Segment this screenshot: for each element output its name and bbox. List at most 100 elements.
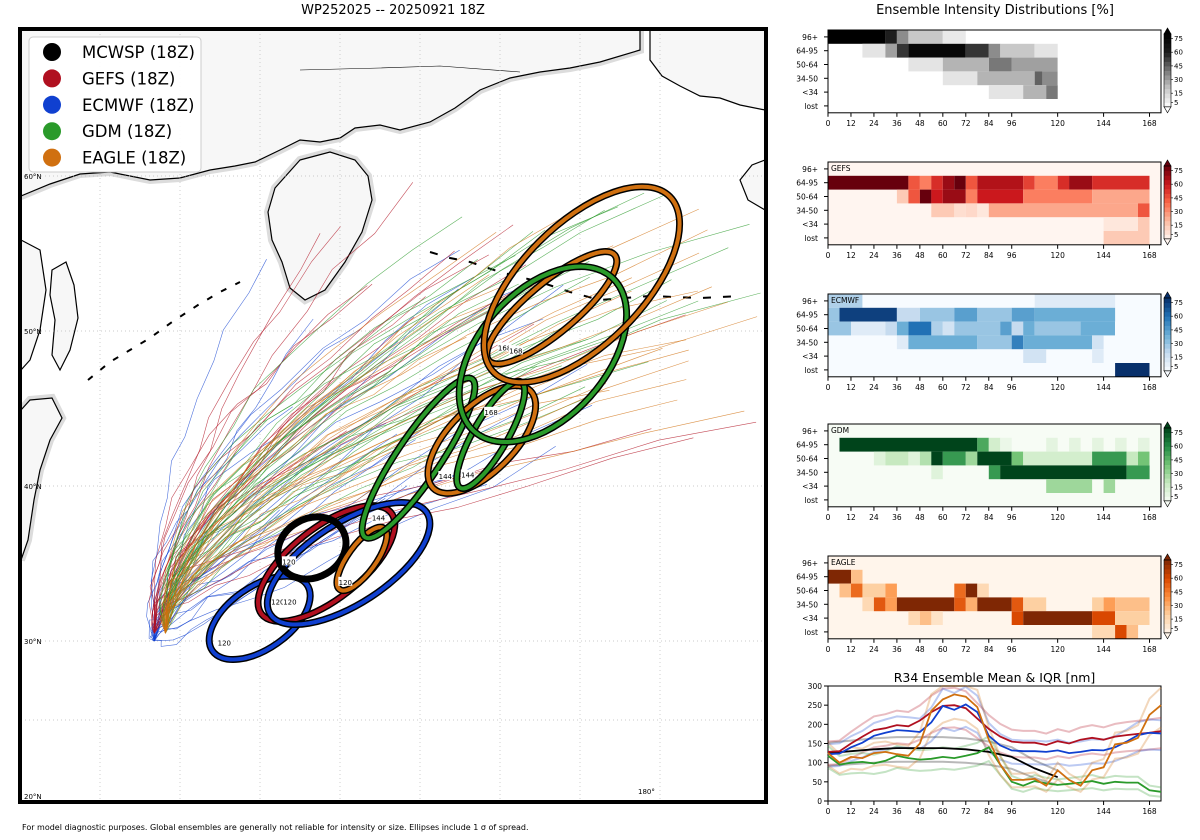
colorbar-tick-label: 15: [1174, 354, 1183, 362]
lon-label: 180°: [638, 788, 655, 796]
colorbar-tick-label: 15: [1174, 222, 1183, 230]
colorbar-extend-min: [1163, 632, 1172, 640]
heatmap-x-tick-label: 120: [1051, 513, 1066, 522]
heatmap-cell: [977, 175, 1024, 190]
colorbar-segment: [1164, 298, 1171, 304]
heatmap-x-tick-label: 72: [961, 119, 971, 128]
heatmap-cell: [1000, 465, 1127, 480]
heatmap-cell: [896, 30, 909, 44]
colorbar-segment: [1164, 211, 1171, 217]
heatmap-cell: [954, 597, 966, 612]
heatmap-cell: [988, 85, 1024, 99]
colorbar-tick-label: 30: [1174, 470, 1183, 478]
map-frame: [18, 27, 768, 804]
heatmap-cell: [896, 335, 909, 350]
heatmap-x-tick-label: 36: [892, 513, 902, 522]
heatmap-model-label: ECMWF: [831, 296, 859, 305]
r34-iqr-lower: [827, 726, 1162, 766]
heatmap-x-tick-label: 144: [1096, 383, 1111, 392]
heatmap-cell: [1126, 625, 1139, 639]
heatmap-x-tick-label: 24: [869, 645, 879, 654]
colorbar-segment: [1164, 188, 1171, 194]
heatmap-cell: [908, 175, 920, 190]
colorbar-segment: [1164, 225, 1171, 231]
ellipse-hour-label: 120: [282, 558, 295, 566]
heatmap-cell: [931, 321, 943, 336]
heatmap-cell: [931, 465, 943, 480]
ellipse-label-bg: [217, 637, 232, 647]
heatmap-x-tick-label: 24: [869, 513, 879, 522]
colorbar-segment: [1164, 614, 1171, 620]
ensemble-track: [165, 300, 667, 634]
heatmap-cell: [1011, 335, 1024, 350]
ellipse-label-bg: [338, 576, 353, 586]
colorbar-segment: [1164, 459, 1171, 465]
colorbar-segment: [1164, 343, 1171, 349]
heatmap-row-label: 34-50: [796, 206, 818, 215]
heatmap-cell: [885, 43, 897, 58]
heatmap-cell: [1011, 307, 1035, 322]
legend-label: EAGLE (18Z): [82, 149, 186, 168]
heatmap-x-tick-label: 96: [1007, 251, 1017, 260]
ellipse-hour-label: 168: [509, 348, 522, 356]
heatmap-cell: [1115, 363, 1150, 377]
heatmap-cell: [1011, 57, 1058, 72]
footnote: For model diagnostic purposes. Global en…: [22, 823, 529, 832]
heatmap-gefs: GEFS 96+ 64-95 50-64 34-50 <34 lost 0 12 24 36 48 60…: [796, 159, 1183, 260]
heatmap-cell: [965, 583, 978, 598]
ensemble-track: [165, 365, 562, 634]
colorbar-frame: [1163, 297, 1172, 372]
colorbar-tick-label: 15: [1174, 616, 1183, 624]
heatmap-cell: [1092, 451, 1127, 466]
ellipse-hour-label: 168: [498, 344, 511, 352]
colorbar-tick-label: 60: [1174, 575, 1183, 583]
ellipse-gdm: [360, 376, 477, 541]
heatmap-row-label: lost: [804, 496, 818, 505]
colorbar-segment: [1164, 450, 1171, 456]
heatmap-x-tick-label: 84: [984, 513, 994, 522]
heatmap-cell: [1115, 611, 1150, 625]
heatmap-model-label: GDM: [831, 426, 849, 435]
colorbar-tick-label: 5: [1174, 231, 1178, 239]
colorbar-extend-min: [1163, 500, 1172, 508]
colorbar-segment: [1164, 428, 1171, 434]
ensemble-track: [165, 286, 502, 634]
legend-marker: [43, 122, 61, 141]
heatmap-cell: [988, 57, 1012, 72]
heatmap-row-label: 34-50: [796, 338, 818, 347]
heatmap-cell: [954, 307, 978, 322]
ensemble-track: [165, 274, 490, 634]
colorbar-tick-label: 15: [1174, 484, 1183, 492]
heatmap-x-tick-label: 168: [1142, 251, 1157, 260]
legend: MCWSP (18Z) GEFS (18Z) ECMWF (18Z) GDM (18Z…: [28, 36, 202, 173]
heatmap-cell: [977, 437, 989, 452]
colorbar-tick-label: 60: [1174, 181, 1183, 189]
r34-y-tick-label: 50: [812, 778, 822, 787]
ensemble-track: [165, 276, 590, 634]
colorbar-tick-label: 30: [1174, 208, 1183, 216]
heatmap-cell: [1023, 349, 1047, 363]
colorbar-segment: [1164, 591, 1171, 597]
heatmap-x-tick-label: 168: [1142, 645, 1157, 654]
colorbar-segment: [1164, 623, 1171, 629]
colorbar-segment: [1164, 610, 1171, 615]
colorbar-segment: [1164, 38, 1171, 44]
heatmap-cell: [885, 583, 897, 598]
r34-y-tick-label: 150: [808, 740, 823, 749]
ensemble-track: [165, 252, 700, 634]
ensemble-track: [158, 255, 516, 634]
heatmap-x-tick-label: 36: [892, 119, 902, 128]
r34-x-tick-label: 48: [915, 807, 925, 816]
colorbar-segment: [1164, 184, 1171, 190]
heatmap-model-label: EAGLE: [831, 558, 856, 567]
heatmap-x-tick-label: 84: [984, 251, 994, 260]
colorbar-segment: [1164, 170, 1171, 176]
heatmap-cell: [977, 307, 1012, 322]
ellipse-ecmwf: [265, 500, 432, 627]
lat-label: 50°N: [24, 328, 42, 336]
colorbar-extend-max: [1163, 421, 1172, 429]
heatmap-cell: [873, 597, 886, 612]
colorbar-tick-label: 5: [1174, 363, 1178, 371]
heatmap-cell: [942, 321, 955, 336]
ellipse-hour-label: 144: [372, 515, 386, 523]
